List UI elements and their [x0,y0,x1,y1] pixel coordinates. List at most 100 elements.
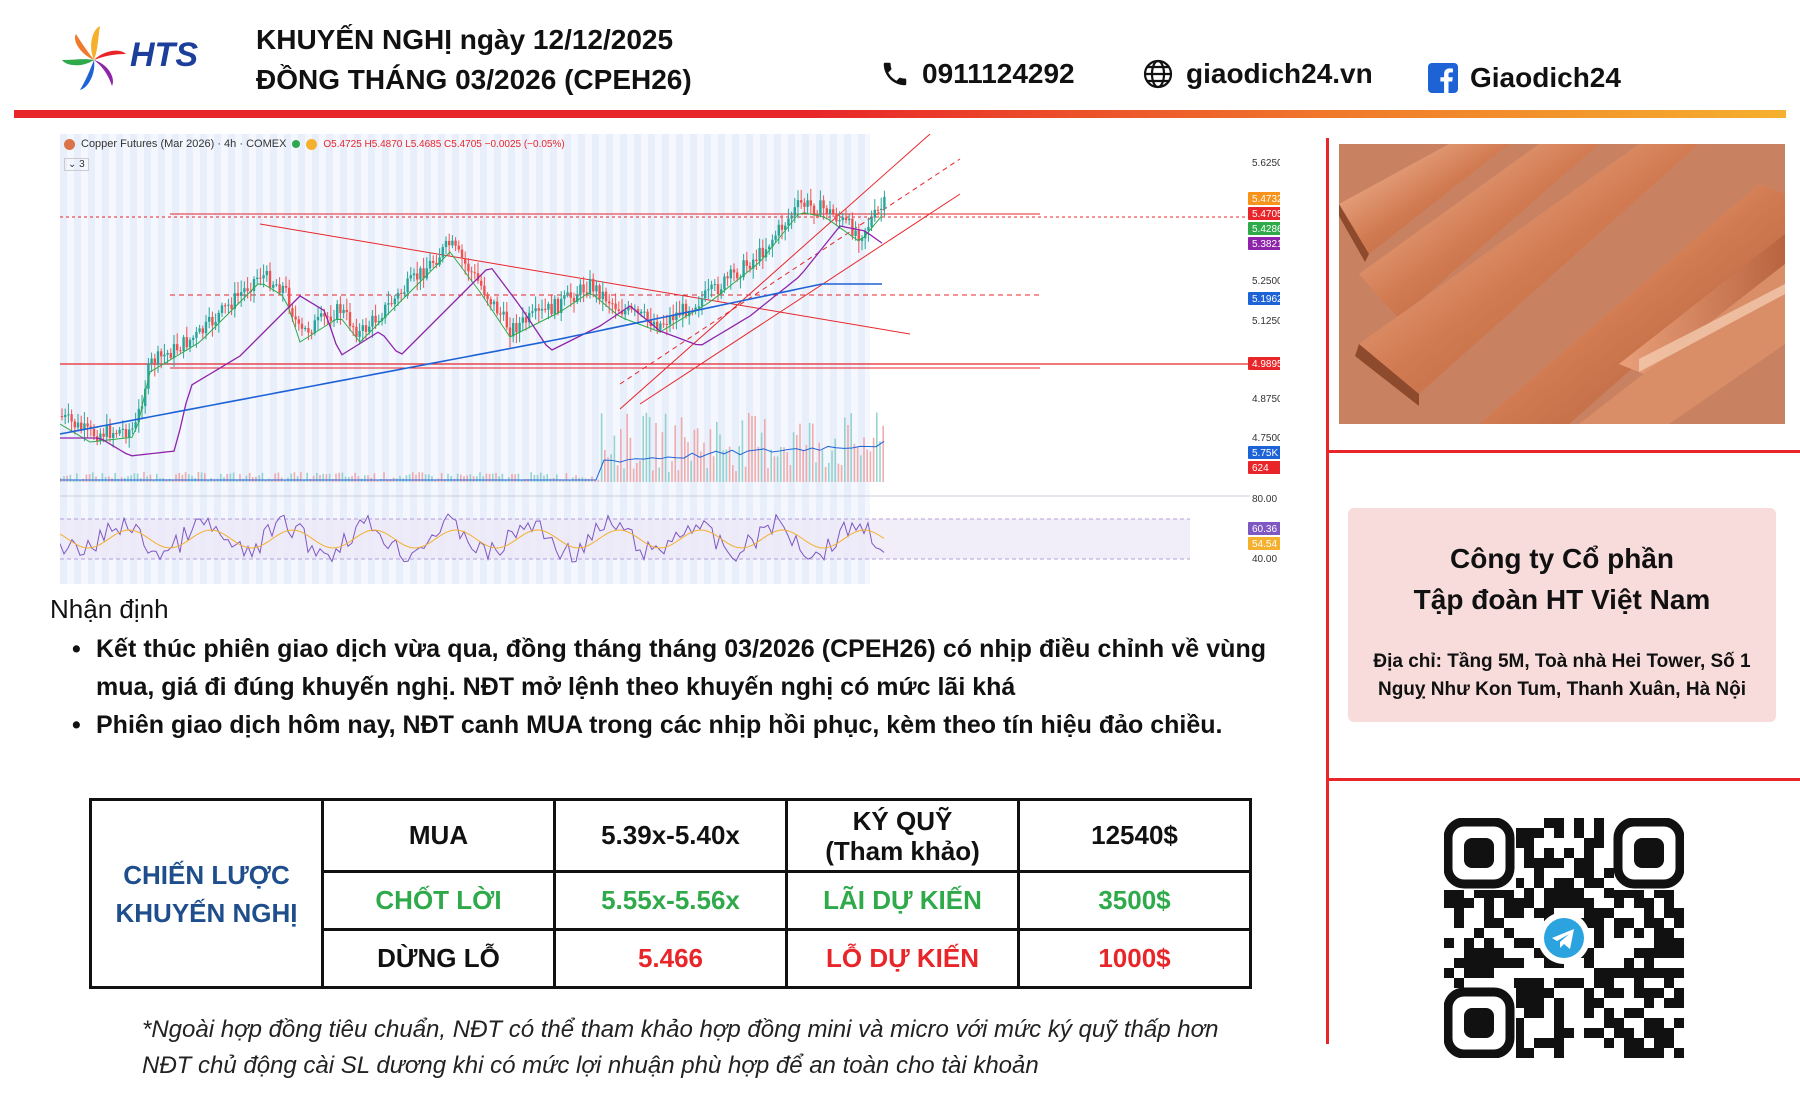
candle-body [534,308,537,312]
volume-bar [364,475,366,482]
volume-bar [482,476,484,482]
volume-bar [604,449,606,482]
candle-body [697,306,700,308]
qr-module [1584,848,1594,858]
volume-bar [620,429,622,482]
qr-module [1644,968,1654,978]
candle-body [227,304,230,306]
volume-bar [600,413,603,482]
candle-body [700,298,704,307]
volume-bar [648,417,651,482]
session-stripe [648,134,655,584]
volume-bar [719,434,721,482]
qr-module [1454,898,1464,908]
volume-bar [191,475,193,482]
candle-body [150,358,153,364]
phone-number: 0911124292 [922,58,1075,89]
website-contact[interactable]: giaodich24.vn [1142,58,1373,90]
trendline-down [259,223,911,335]
volume-bar [642,415,644,482]
qr-module [1664,968,1674,978]
candle-body [438,257,441,265]
candle-body [822,200,825,209]
volume-bar [565,473,568,482]
candle-body [211,316,214,326]
volume-bar [456,473,459,482]
candle-body [348,312,352,327]
qr-module [1484,948,1494,958]
qr-module [1654,918,1664,928]
qr-module [1624,1008,1634,1018]
volume-bar [837,463,840,482]
telegram-qr-code[interactable] [1443,817,1685,1059]
qr-module [1554,858,1564,868]
qr-module [1594,928,1604,938]
channel-mid [619,158,961,385]
session-stripe [144,134,151,584]
candle-body [675,312,678,321]
session-stripe [550,134,557,584]
volume-bar [226,474,228,482]
session-stripe [662,134,669,584]
candle-body [544,308,547,310]
ma-fast-line [60,212,883,443]
candle-body [297,319,300,324]
phone-contact[interactable]: 0911124292 [880,58,1075,90]
facebook-contact[interactable]: Giaodich24 [1428,62,1621,94]
price-badge-label: 5.4705 [1252,209,1280,220]
qr-module [1584,898,1594,908]
qr-module [1614,988,1624,998]
candle-body [115,433,118,435]
candle-body [790,215,793,219]
qr-module [1514,958,1524,968]
candle-body [252,279,256,292]
page-title: KHUYẾN NGHỊ ngày 12/12/2025 [256,24,674,55]
volume-bar [328,473,331,482]
candle-body [496,301,499,314]
candle-body [572,297,576,302]
candle-body [339,304,342,314]
candle-body [364,325,368,332]
volume-bar [520,479,523,482]
candle-body [147,363,150,389]
qr-module [1674,938,1684,948]
candle-body [134,422,137,429]
volume-bar [136,473,139,482]
candle-body [179,350,182,352]
candle-body [742,260,745,278]
price-badge-label: 5.75K [1252,448,1278,459]
candle-body [857,230,860,241]
volume-bar [296,476,299,482]
candle-body [483,285,486,296]
volume-bar [540,472,542,482]
candle-body [268,270,272,288]
price-badge [1248,292,1280,305]
rsi-band [60,519,1190,559]
candle-body [832,209,835,215]
volume-bar [239,474,241,482]
qr-module [1634,988,1644,998]
candle-body [300,323,304,329]
volume-bar [255,476,257,482]
volume-bar [789,465,792,482]
qr-module [1624,1028,1634,1038]
volume-bar [373,473,376,482]
candle-body [464,258,467,264]
indicator-toggle[interactable]: ⌄ 3 [64,158,89,171]
price-badge-label: 5.1962 [1252,294,1280,305]
copper-bars-image [1339,144,1785,424]
candle-body [457,245,460,250]
candle-body [556,298,560,313]
candle-body [492,301,496,305]
candle-body [256,277,259,280]
phone-icon [880,58,910,90]
qr-module [1454,958,1464,968]
qr-module [1464,938,1474,948]
qr-module [1584,908,1594,918]
qr-module [1594,938,1604,948]
candle-body [409,275,412,279]
candle-body [368,326,371,332]
volume-bar [277,472,280,482]
volume-bar [303,479,305,482]
take-profit-value: 5.55x-5.56x [553,870,788,931]
